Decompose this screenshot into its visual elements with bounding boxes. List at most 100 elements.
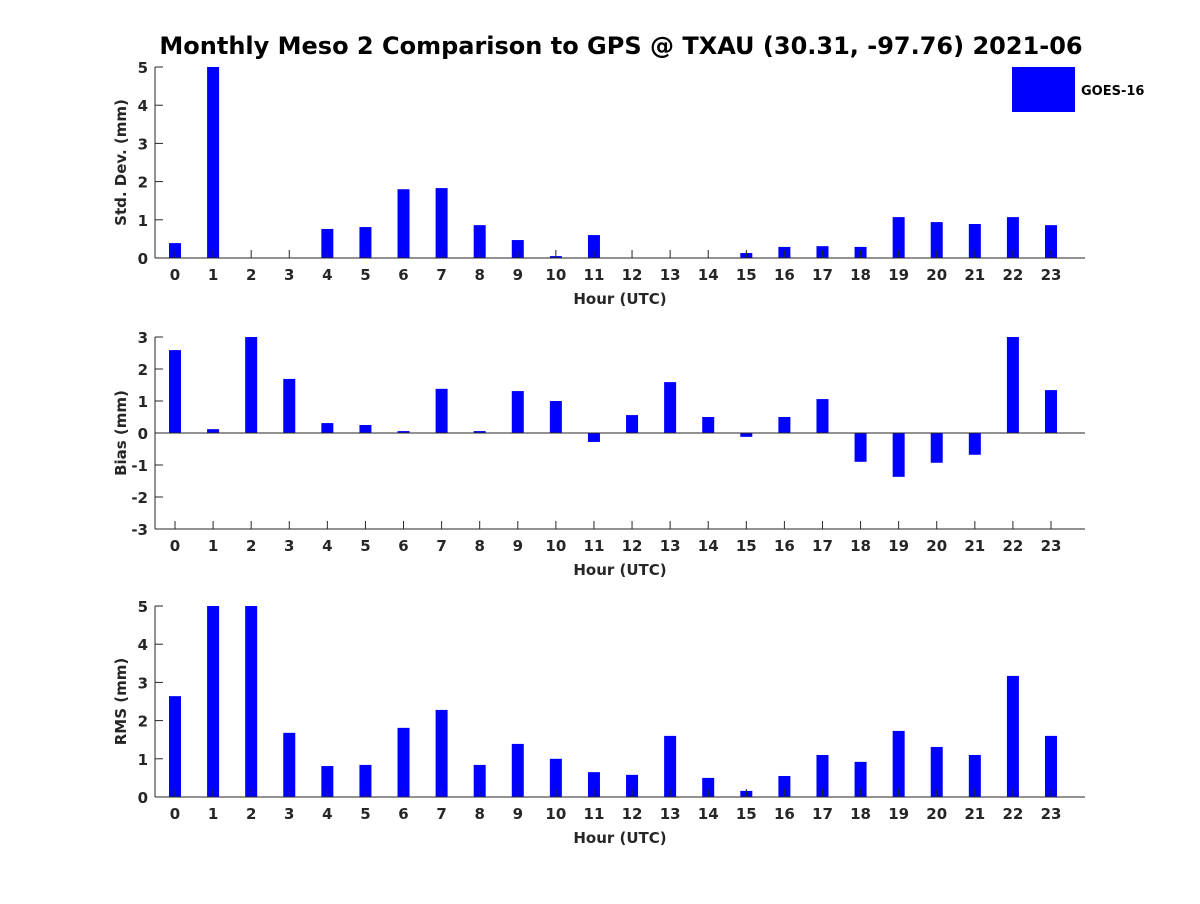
y-tick-label: 3 [138,135,148,153]
x-tick-label: 6 [398,537,408,555]
x-tick-label: 5 [360,537,370,555]
x-tick-label: 11 [584,266,605,284]
x-tick-label: 1 [208,537,218,555]
x-tick-label: 8 [474,537,484,555]
x-tick-label: 16 [774,537,795,555]
bar-hour-7 [435,709,448,797]
bar-hour-5 [359,764,372,797]
bar-hour-9 [511,391,524,433]
bar-hour-1 [207,429,220,433]
x-tick-label: 16 [774,805,795,823]
x-tick-label: 9 [513,805,523,823]
x-tick-label: 2 [246,266,256,284]
legend-swatch [1012,67,1075,112]
y-tick-label: 2 [138,174,148,192]
x-tick-label: 14 [698,537,719,555]
bar-hour-2 [245,337,258,433]
x-tick-label: 19 [888,537,909,555]
x-tick-label: 21 [964,537,985,555]
bar-hour-11 [587,433,600,442]
bar-hour-6 [397,727,410,797]
x-tick-label: 11 [584,537,605,555]
bar-hour-22 [1006,217,1019,258]
bar-hour-9 [511,743,524,797]
x-tick-label: 15 [736,266,757,284]
y-axis-label: Std. Dev. (mm) [112,99,130,226]
bar-hour-2 [245,606,258,797]
bar-hour-20 [930,222,943,258]
x-tick-label: 6 [398,266,408,284]
bar-hour-19 [892,217,905,258]
bar-hour-7 [435,188,448,258]
bar-hour-6 [397,189,410,258]
x-tick-label: 10 [545,805,566,823]
y-tick-label: 5 [138,598,148,616]
x-tick-label: 1 [208,266,218,284]
bar-hour-19 [892,730,905,797]
x-tick-label: 5 [360,805,370,823]
x-tick-label: 4 [322,537,332,555]
bar-hour-20 [930,433,943,463]
x-tick-label: 9 [513,266,523,284]
x-tick-label: 10 [545,537,566,555]
bar-hour-1 [207,606,220,797]
x-tick-label: 19 [888,805,909,823]
x-tick-label: 22 [1002,537,1023,555]
bar-hour-22 [1006,337,1019,433]
y-axis-label: Bias (mm) [112,390,130,476]
x-tick-label: 3 [284,805,294,823]
y-tick-label: 0 [138,425,148,443]
bar-hour-23 [1045,390,1057,433]
x-tick-label: 1 [208,805,218,823]
y-tick-label: 1 [138,751,148,769]
x-tick-label: 21 [964,266,985,284]
bar-hour-12 [626,774,639,797]
x-axis-label: Hour (UTC) [573,290,666,308]
x-tick-label: 9 [513,537,523,555]
y-tick-label: 0 [138,789,148,807]
x-tick-label: 18 [850,805,871,823]
x-tick-label: 12 [622,537,643,555]
bar-hour-16 [778,417,791,433]
x-tick-label: 7 [436,266,446,284]
x-tick-label: 0 [170,537,180,555]
bar-hour-11 [587,235,600,258]
x-tick-label: 7 [436,537,446,555]
x-tick-label: 10 [545,266,566,284]
bar-hour-5 [359,227,372,258]
x-axis-label: Hour (UTC) [573,561,666,579]
y-axis-label: RMS (mm) [112,658,130,745]
bar-hour-15 [740,433,753,437]
y-tick-label: 2 [138,361,148,379]
x-tick-label: 13 [660,537,681,555]
x-tick-label: 20 [926,266,947,284]
bar-hour-8 [473,431,486,433]
bar-hour-4 [321,766,334,797]
bar-hour-17 [816,399,829,433]
x-tick-label: 18 [850,537,871,555]
x-tick-label: 23 [1041,805,1062,823]
x-tick-label: 22 [1002,805,1023,823]
x-tick-label: 23 [1041,266,1062,284]
bar-hour-13 [664,735,677,797]
y-tick-label: 4 [138,97,148,115]
x-tick-label: 23 [1041,537,1062,555]
bar-hour-0 [169,696,181,797]
bar-hour-4 [321,228,334,258]
bar-hour-18 [854,761,867,797]
bar-hour-23 [1045,225,1057,258]
x-tick-label: 12 [622,805,643,823]
bar-hour-14 [702,417,715,433]
x-tick-label: 19 [888,266,909,284]
bar-hour-3 [283,378,296,433]
legend-label: GOES-16 [1081,84,1144,99]
bar-hour-7 [435,388,448,433]
bar-hour-3 [283,732,296,797]
bar-hour-21 [968,754,981,797]
bar-hour-19 [892,433,905,477]
y-tick-label: 1 [138,212,148,230]
